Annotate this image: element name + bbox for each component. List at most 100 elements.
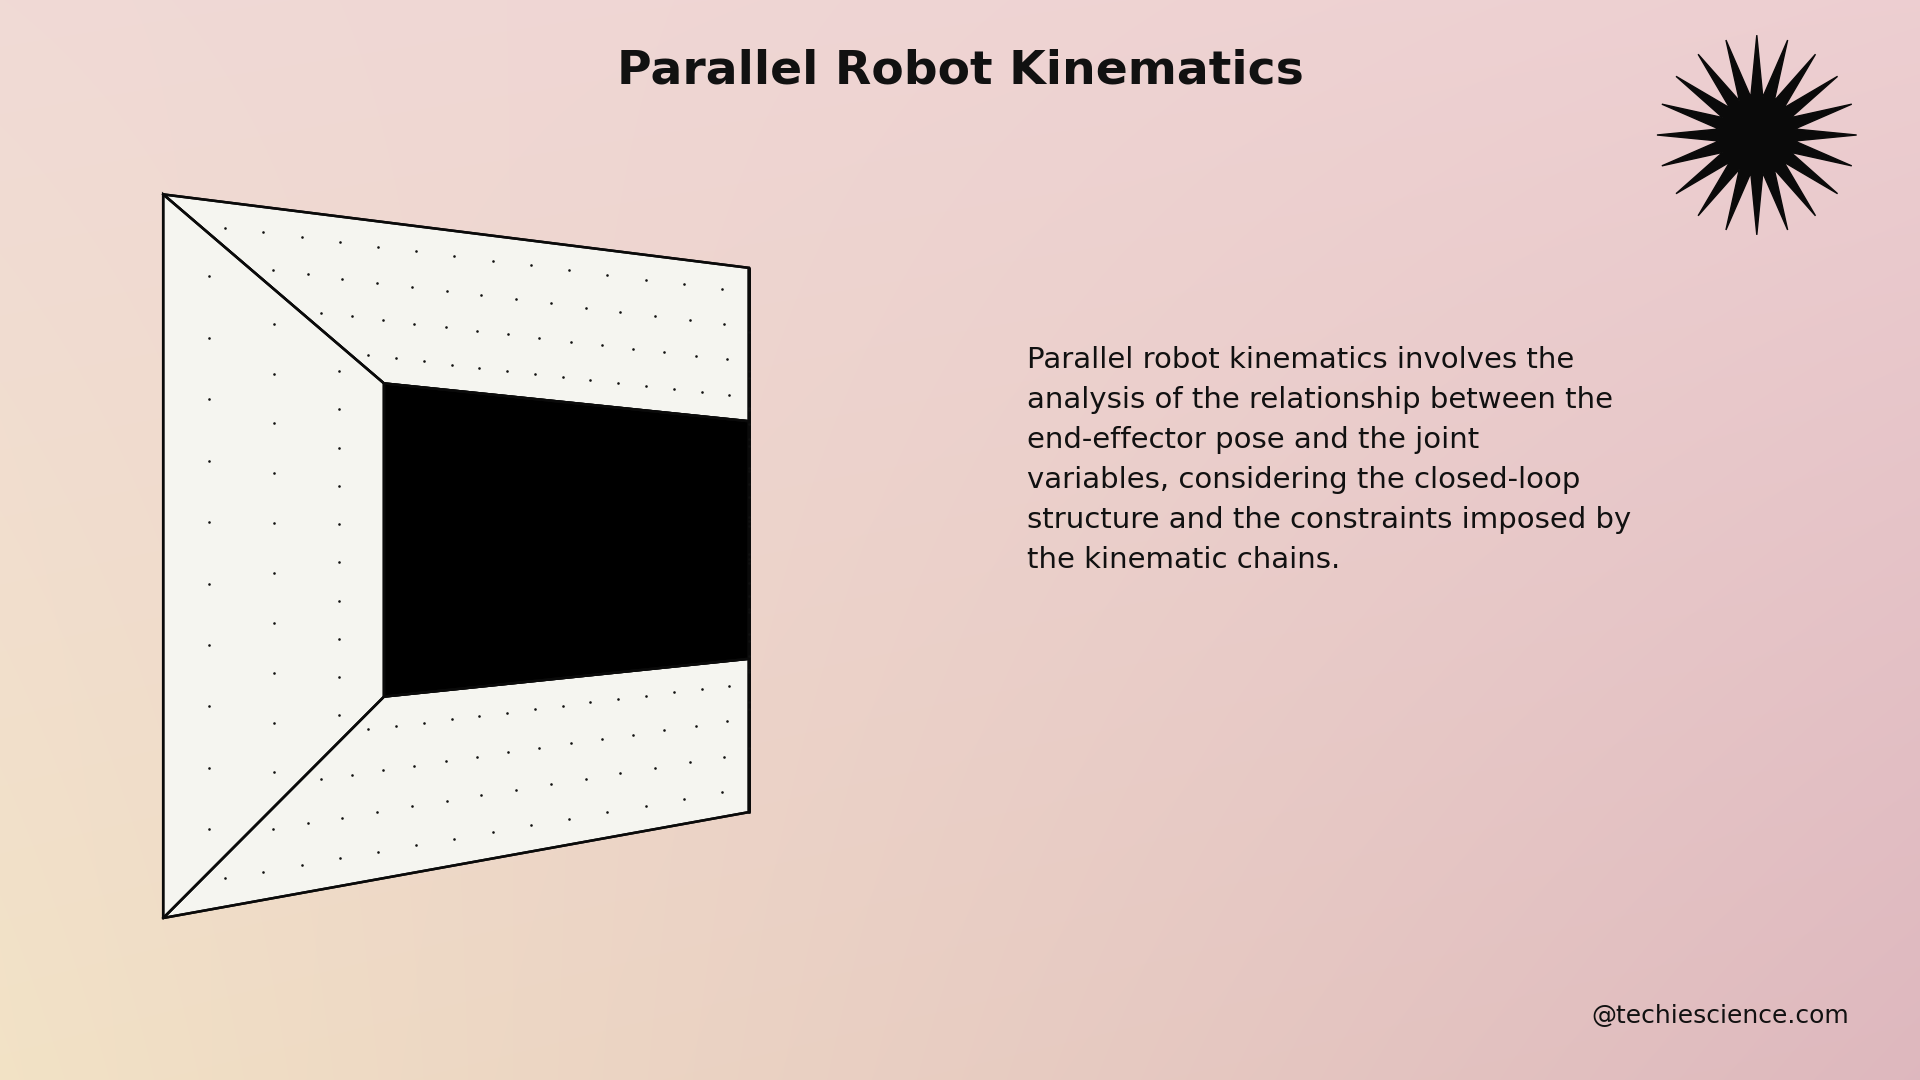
- Point: [209, 219, 240, 237]
- Point: [524, 329, 555, 347]
- Point: [659, 380, 689, 397]
- Point: [353, 347, 384, 364]
- Point: [733, 475, 764, 492]
- Point: [536, 295, 566, 312]
- Point: [576, 693, 607, 711]
- Point: [733, 513, 764, 530]
- Point: [501, 291, 532, 308]
- Point: [733, 459, 764, 476]
- Point: [478, 252, 509, 269]
- Point: [353, 720, 384, 738]
- Point: [465, 707, 495, 725]
- Point: [733, 437, 764, 455]
- Point: [501, 781, 532, 798]
- Point: [257, 615, 290, 632]
- Point: [493, 744, 524, 761]
- Point: [257, 365, 290, 382]
- Point: [401, 837, 432, 854]
- Point: [536, 775, 566, 793]
- Point: [194, 329, 225, 347]
- Point: [467, 787, 497, 805]
- Point: [363, 843, 394, 861]
- Point: [603, 374, 634, 391]
- Point: [707, 784, 737, 801]
- Point: [305, 770, 336, 787]
- Point: [323, 631, 353, 648]
- Point: [630, 377, 660, 394]
- Point: [286, 229, 317, 246]
- Point: [674, 754, 705, 771]
- Point: [409, 714, 440, 731]
- Point: [194, 513, 225, 530]
- Point: [323, 515, 353, 532]
- Point: [432, 282, 463, 299]
- Point: [257, 415, 290, 432]
- Point: [605, 765, 636, 782]
- Point: [733, 545, 764, 563]
- Point: [516, 816, 547, 834]
- Point: [733, 625, 764, 643]
- Point: [465, 359, 495, 376]
- Point: [257, 464, 290, 482]
- Point: [591, 804, 622, 821]
- Point: [576, 370, 607, 388]
- Point: [440, 247, 470, 265]
- Point: [436, 711, 467, 728]
- Point: [630, 271, 660, 288]
- Point: [649, 343, 680, 361]
- Text: Parallel Robot Kinematics: Parallel Robot Kinematics: [616, 49, 1304, 94]
- Point: [257, 664, 290, 681]
- Point: [432, 793, 463, 810]
- Point: [547, 368, 578, 386]
- Point: [257, 315, 290, 333]
- Point: [430, 319, 461, 336]
- Point: [516, 257, 547, 274]
- Point: [733, 663, 764, 680]
- Point: [440, 829, 470, 847]
- Point: [492, 362, 522, 379]
- Point: [194, 575, 225, 592]
- Text: Parallel robot kinematics involves the
analysis of the relationship between the
: Parallel robot kinematics involves the a…: [1027, 346, 1632, 575]
- Point: [555, 333, 586, 350]
- Point: [733, 509, 764, 526]
- Point: [659, 684, 689, 701]
- Polygon shape: [163, 659, 749, 918]
- Point: [712, 713, 743, 730]
- Point: [733, 554, 764, 571]
- Point: [733, 588, 764, 605]
- Point: [323, 592, 353, 609]
- Point: [733, 400, 764, 417]
- Point: [553, 261, 584, 279]
- Point: [194, 268, 225, 285]
- Point: [399, 315, 430, 333]
- Point: [194, 759, 225, 777]
- Point: [547, 698, 578, 715]
- Point: [714, 386, 745, 403]
- Point: [257, 565, 290, 582]
- Point: [409, 353, 440, 370]
- Point: [361, 274, 392, 292]
- Point: [257, 714, 290, 731]
- Point: [733, 416, 764, 433]
- Point: [708, 315, 739, 333]
- Point: [401, 243, 432, 260]
- Point: [603, 690, 634, 707]
- Point: [605, 303, 636, 321]
- Point: [555, 734, 586, 752]
- Point: [323, 363, 353, 380]
- Point: [467, 286, 497, 303]
- Point: [668, 791, 699, 808]
- Point: [586, 337, 616, 354]
- Point: [399, 757, 430, 774]
- Point: [733, 701, 764, 718]
- Point: [680, 347, 710, 364]
- Point: [733, 693, 764, 711]
- Point: [668, 275, 699, 293]
- Point: [733, 633, 764, 650]
- Point: [570, 299, 601, 316]
- Point: [630, 687, 660, 704]
- Point: [630, 797, 660, 814]
- Point: [461, 322, 492, 339]
- Point: [257, 514, 290, 531]
- Point: [292, 266, 323, 283]
